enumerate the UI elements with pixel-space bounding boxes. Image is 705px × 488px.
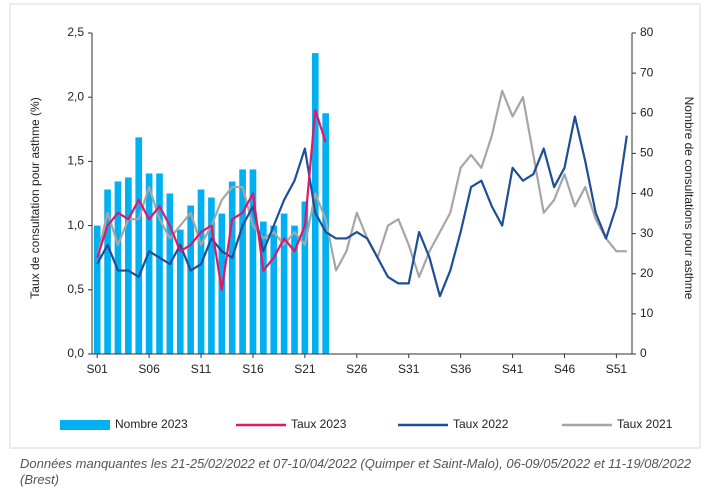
y-tick-label: 2,5 xyxy=(67,25,84,39)
x-tick-label: S46 xyxy=(554,362,576,376)
y-tick-label: 1,5 xyxy=(67,154,84,168)
x-tick-label: S01 xyxy=(87,362,109,376)
bar xyxy=(145,173,153,354)
y2-tick-label: 40 xyxy=(640,186,654,200)
y2-axis-title: Nombre de consultations pour asthme xyxy=(682,97,696,300)
x-tick-label: S16 xyxy=(242,362,264,376)
bar xyxy=(280,213,288,354)
line xyxy=(96,89,627,279)
y2-tick-label: 80 xyxy=(640,25,654,39)
bar xyxy=(93,225,101,354)
y-axis-title: Taux de consultation pour asthme (%) xyxy=(28,97,42,298)
bar xyxy=(156,173,163,354)
legend-swatch xyxy=(60,420,110,430)
y2-tick-label: 10 xyxy=(640,306,654,320)
legend-label: Taux 2023 xyxy=(291,417,347,431)
bar xyxy=(228,181,236,354)
bar xyxy=(311,53,319,354)
bar xyxy=(301,201,309,354)
legend-label: Taux 2022 xyxy=(453,417,509,431)
bar xyxy=(135,137,143,354)
y2-tick-label: 60 xyxy=(640,105,654,119)
legend-label: Nombre 2023 xyxy=(115,417,188,431)
bar xyxy=(239,169,246,354)
bar xyxy=(166,193,174,354)
y-tick-label: 1,0 xyxy=(67,218,84,232)
bar xyxy=(104,189,111,354)
y2-tick-label: 30 xyxy=(640,226,654,240)
y-tick-label: 0,0 xyxy=(67,346,84,360)
y2-tick-label: 50 xyxy=(640,146,654,160)
x-tick-label: S36 xyxy=(450,362,472,376)
bar xyxy=(260,221,267,354)
chart: Taux de consultation pour asthme (%) Nom… xyxy=(9,3,701,449)
x-tick-label: S31 xyxy=(398,362,420,376)
bar xyxy=(270,225,278,354)
x-tick-label: S51 xyxy=(606,362,628,376)
bar xyxy=(187,205,194,354)
x-tick-label: S11 xyxy=(191,362,212,376)
footnote: Données manquantes les 21-25/02/2022 et … xyxy=(20,456,692,487)
x-tick-label: S41 xyxy=(502,362,524,376)
x-tick-label: S21 xyxy=(294,362,316,376)
bar xyxy=(208,197,215,354)
bar xyxy=(125,177,132,354)
line xyxy=(96,108,327,291)
y2-tick-label: 0 xyxy=(640,346,647,360)
bar xyxy=(249,169,257,354)
y2-tick-label: 20 xyxy=(640,266,654,280)
y-tick-label: 2,0 xyxy=(67,89,84,103)
x-tick-label: S26 xyxy=(346,362,368,376)
line xyxy=(96,115,628,298)
y-tick-label: 0,5 xyxy=(67,282,84,296)
bar xyxy=(322,113,329,354)
chart-frame xyxy=(9,3,701,449)
bar xyxy=(197,189,205,354)
x-tick-label: S06 xyxy=(138,362,160,376)
y2-tick-label: 70 xyxy=(640,65,654,79)
legend-label: Taux 2021 xyxy=(617,417,673,431)
bar xyxy=(291,225,298,354)
bar xyxy=(176,229,184,354)
